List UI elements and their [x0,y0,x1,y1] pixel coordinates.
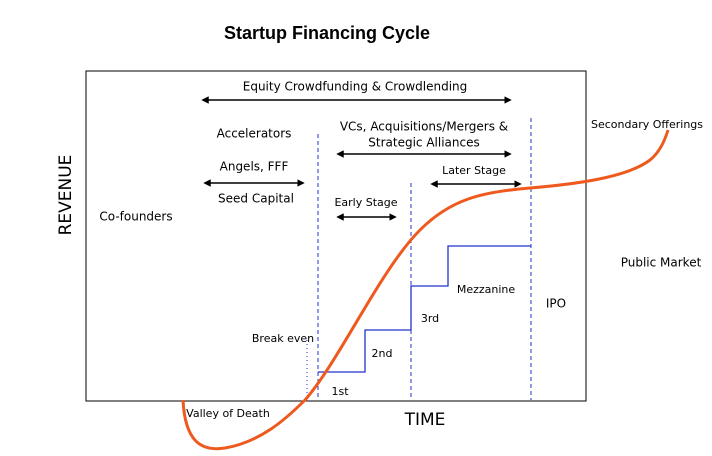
label: Break even [252,332,314,345]
label: Public Market [621,256,702,270]
revenue-curve [181,129,670,451]
label: Later Stage [442,164,506,177]
label: Seed Capital [218,192,294,206]
label: Accelerators [217,127,292,141]
label: Early Stage [334,196,397,209]
y-axis-label: REVENUE [56,155,76,236]
label: Angels, FFF [220,160,289,174]
label: 1st [331,385,349,398]
label: VCs, Acquisitions/Mergers & [340,120,508,134]
label: Strategic Alliances [368,136,479,150]
label: Secondary Offerings [591,118,703,131]
label: IPO [546,297,566,311]
stairs [318,245,531,373]
label: Equity Crowdfunding & Crowdlending [243,80,468,94]
label: Co-founders [99,210,172,224]
label: 2nd [372,347,393,360]
frame [85,70,587,402]
label: Mezzanine [457,283,516,296]
title: Startup Financing Cycle [224,23,430,43]
label: 3rd [421,312,439,325]
x-axis-label: TIME [404,410,446,430]
label: Valley of Death [186,407,270,420]
